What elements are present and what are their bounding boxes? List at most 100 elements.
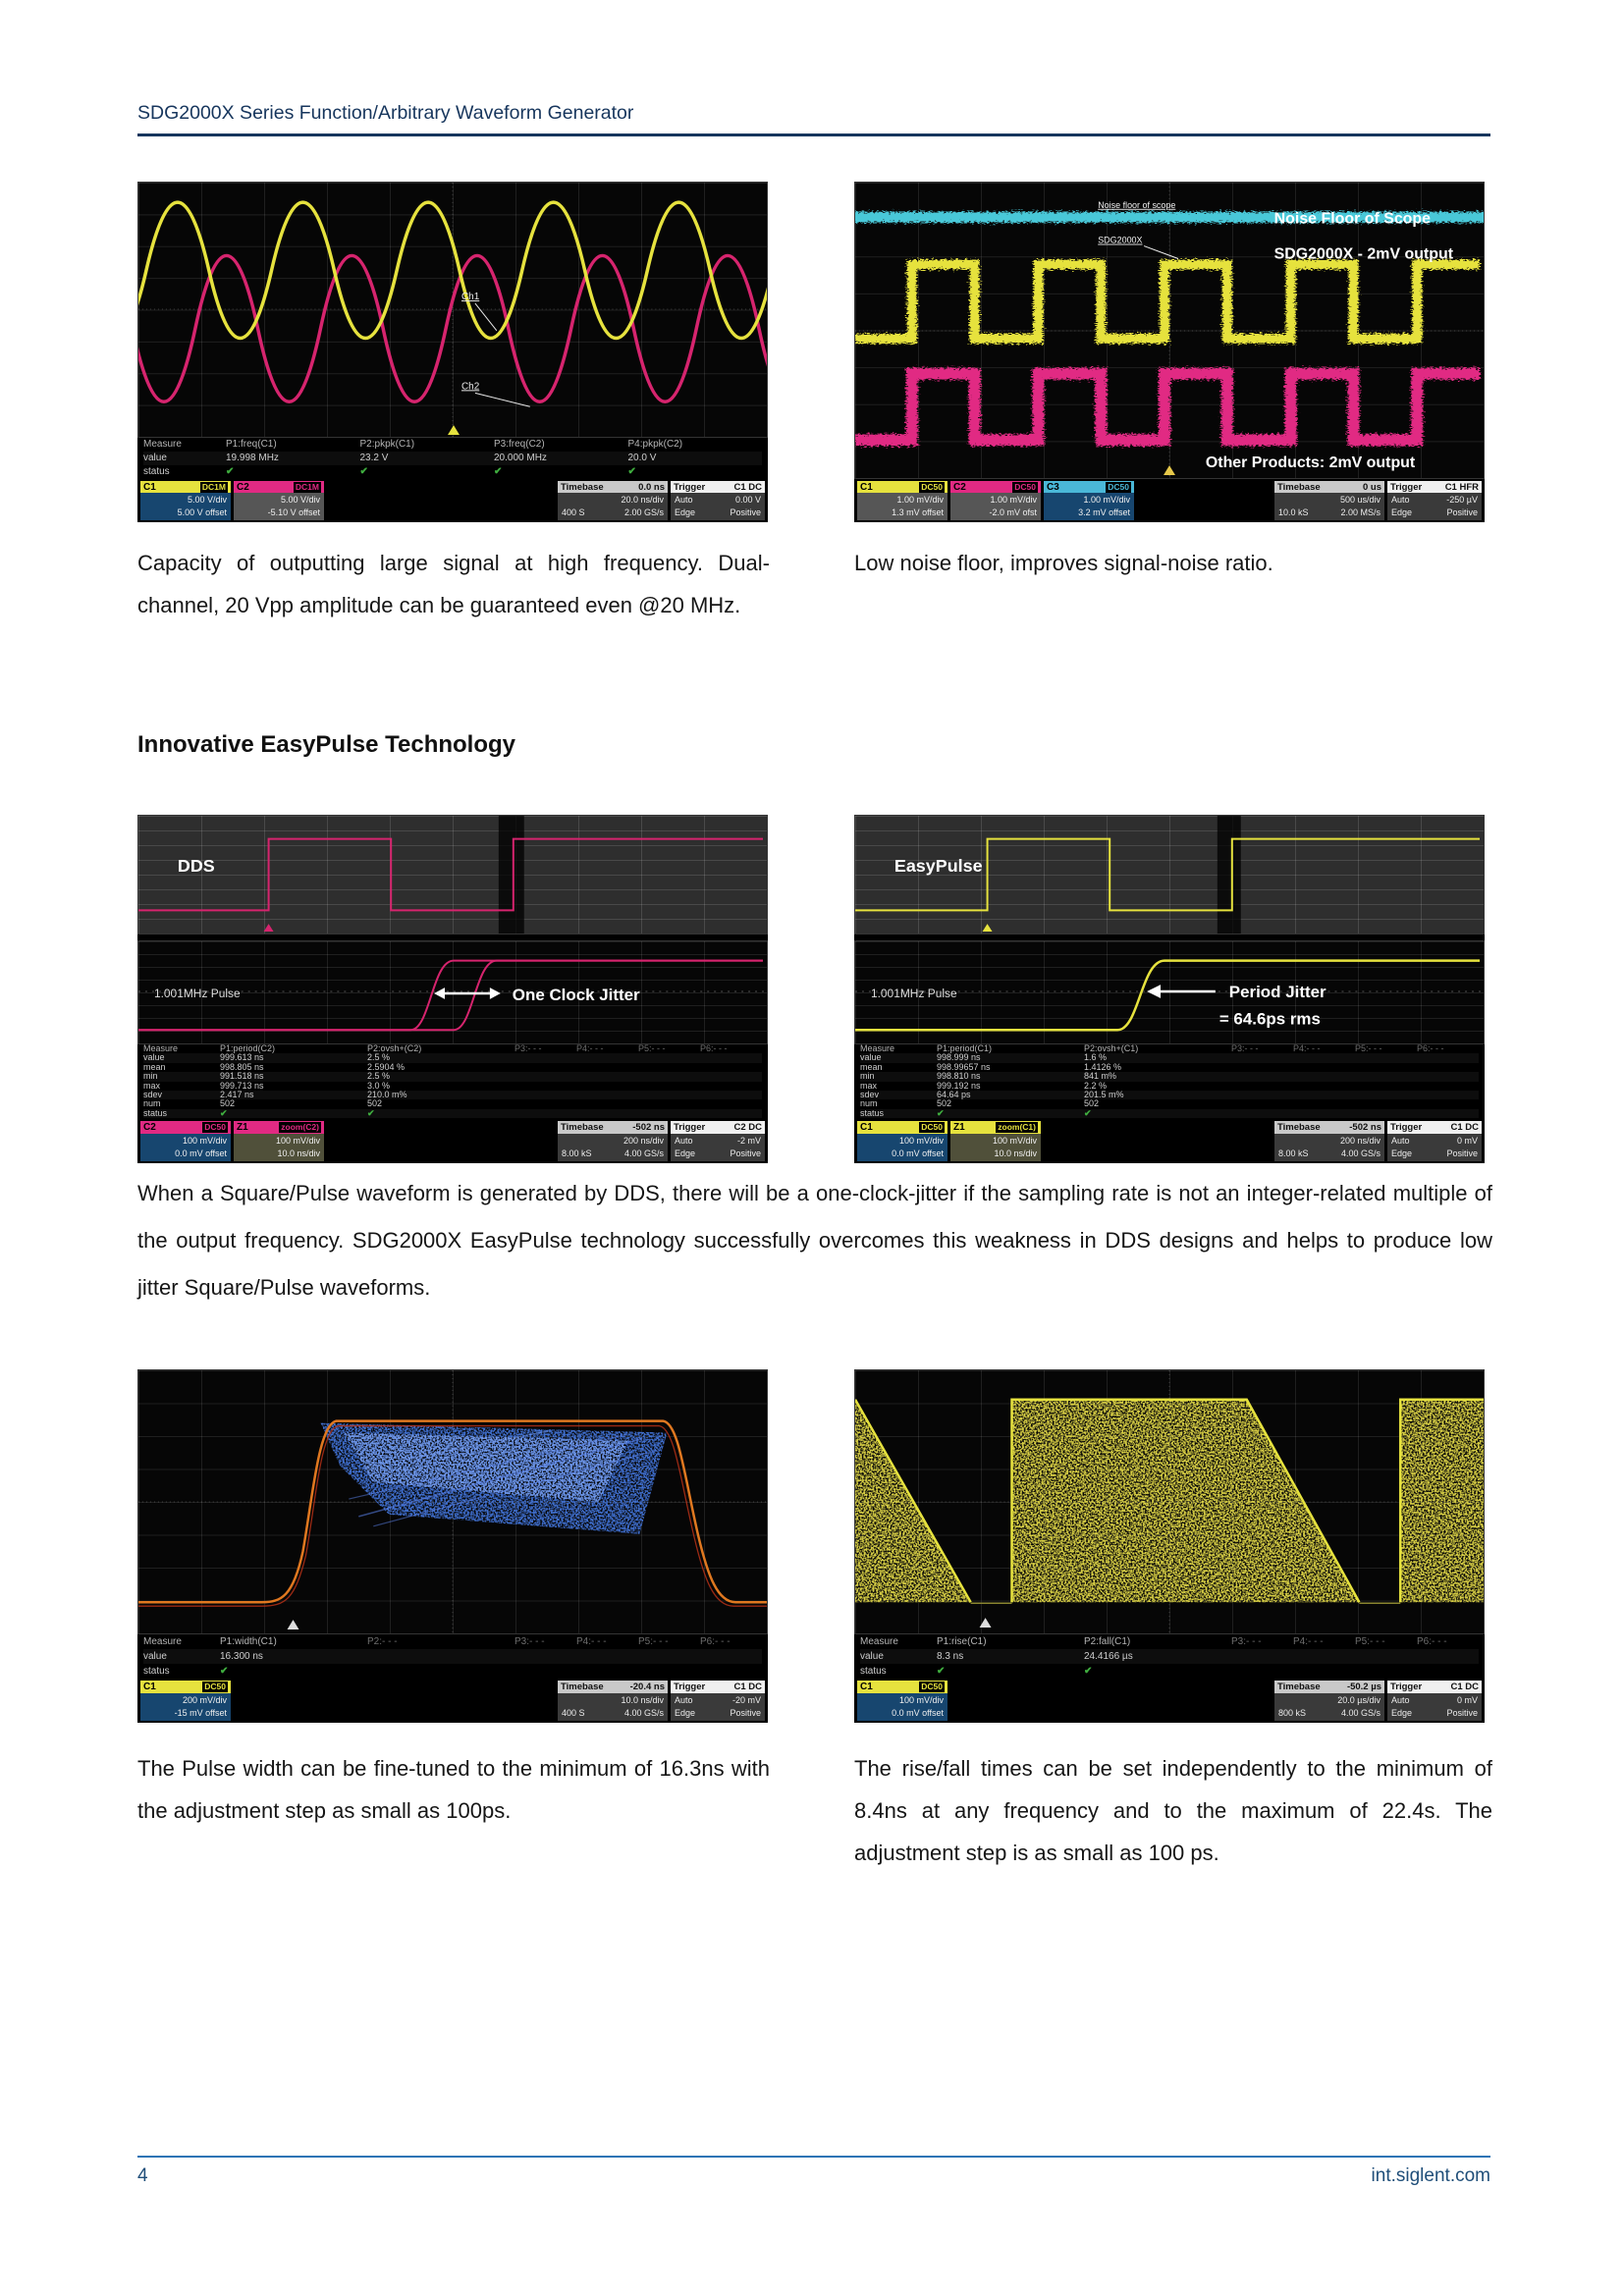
measure-cell: 502: [367, 1099, 383, 1109]
trigger-position-marker: [263, 924, 274, 933]
trace-jitter-edge-2: [138, 959, 764, 1032]
measure-cell: [576, 1649, 638, 1664]
footer-website-link[interactable]: int.siglent.com: [1371, 2165, 1490, 2186]
measure-cell: 502: [220, 1099, 236, 1109]
measure-cell: 23.2 V: [359, 453, 389, 463]
measure-cell: [638, 1649, 700, 1664]
trace-ch1-sine: [138, 200, 767, 340]
label-period-jitter-2: = 64.6ps rms: [1219, 1009, 1321, 1028]
measure-cell: [367, 1664, 514, 1679]
measure-cell: [1231, 1664, 1293, 1679]
measure-cell: [576, 1072, 638, 1081]
channel-strip: C1 DC1M 5.00 V/div 5.00 V offset C2 DC1M 5.00 …: [137, 479, 768, 522]
measure-cell: [514, 1063, 576, 1072]
measure-cell: num: [860, 1099, 878, 1109]
measure-cell: ✔: [220, 1666, 229, 1677]
measure-cell: [1293, 1053, 1355, 1062]
measure-col-header: P2:ovsh+(C2): [367, 1044, 422, 1053]
trigger-box: Trigger C2 DC Auto -2 mV Edge Positive: [671, 1121, 765, 1161]
measure-cell: 2.2 %: [1084, 1081, 1108, 1091]
trace-trapezoid-right: [1399, 1398, 1484, 1603]
measure-cell: [1231, 1072, 1293, 1081]
channel-box-c1: C1 DC50 100 mV/div 0.0 mV offset: [857, 1681, 947, 1721]
measure-cell: [1417, 1082, 1479, 1091]
measure-cell: [1355, 1109, 1417, 1118]
ramp-fill-mid: [1011, 1399, 1360, 1603]
measure-col-header: P5:- - -: [1355, 1044, 1382, 1053]
annotation-ch1: Ch1: [461, 292, 480, 302]
measure-cell: ✔: [1084, 1108, 1092, 1118]
header-rule: [137, 133, 1490, 136]
measure-cell: [700, 1664, 762, 1679]
measure-cell: 999.713 ns: [220, 1081, 264, 1091]
measure-cell: [638, 1063, 700, 1072]
measure-cell: [514, 1082, 576, 1091]
measure-cell: [638, 1664, 700, 1679]
measure-cell: [1417, 1099, 1479, 1108]
measure-cell: value: [143, 1053, 165, 1063]
scope-noise-floor-graticule: Noise floor of scope Noise Floor of Scop…: [854, 182, 1485, 479]
measure-cell: sdev: [143, 1091, 163, 1100]
measure-col-header: P3:- - -: [1231, 1636, 1262, 1647]
trigger-position-marker: [1164, 465, 1175, 476]
timebase-box: Timebase -502 ns 200 ns/div 8.00 kS 4.00 GS/…: [558, 1121, 668, 1161]
channel-box-c3: C3 DC50 1.00 mV/div 3.2 mV offset: [1044, 481, 1134, 520]
zoom-window-band: [498, 816, 524, 934]
measure-cell: sdev: [860, 1091, 880, 1100]
measure-cell: ✔: [627, 466, 636, 477]
channel-strip: C1 DC50 1.00 mV/div 1.3 mV offset C2 DC50 1.00…: [854, 479, 1485, 522]
measure-cell: [1417, 1063, 1479, 1072]
measure-col-header: P1:width(C1): [220, 1636, 277, 1647]
trace-clean-edge: [855, 959, 1481, 1032]
trace-trapezoid-mid: [1010, 1398, 1361, 1603]
measure-col-header: P3:- - -: [1231, 1044, 1259, 1053]
scope-pulse-width: Measure P1:width(C1) P2:- - - P3:- - - P4:- …: [137, 1369, 768, 1723]
header-title: SDG2000X Series Function/Arbitrary Wavef…: [137, 102, 634, 124]
measure-col-header: P2:fall(C1): [1084, 1636, 1131, 1647]
measure-cell: [1231, 1091, 1293, 1099]
measure-col-header: P2:- - -: [367, 1636, 398, 1647]
measure-cell: [1417, 1072, 1479, 1081]
caption-large-signal: Capacity of outputting large signal at h…: [137, 551, 770, 617]
trace-pulse-outline: [138, 1419, 767, 1604]
trace-fall-left: [855, 1399, 972, 1603]
measure-cell: num: [143, 1099, 161, 1109]
trigger-box: Trigger C1 DC Auto 0.00 V Edge Positive: [671, 481, 765, 520]
measure-cell: 2.5 %: [367, 1053, 391, 1063]
trigger-box: Trigger C1 HFR Auto -250 µV Edge Positive: [1387, 481, 1482, 520]
measure-cell: [1293, 1082, 1355, 1091]
trigger-position-marker: [287, 1620, 299, 1630]
channel-box-c2: C2 DC50 100 mV/div 0.0 mV offset: [140, 1121, 231, 1161]
measure-col-header: Measure: [860, 1044, 895, 1053]
measure-cell: value: [860, 1053, 882, 1063]
trace-ch2-sine: [138, 253, 767, 403]
trace-dds-square: [138, 837, 764, 912]
label-pulse-freq: 1.001MHz Pulse: [871, 987, 957, 1000]
measure-cell: 998.810 ns: [937, 1072, 981, 1082]
measure-col-header: P5:- - -: [638, 1636, 669, 1647]
timebase-box: Timebase -20.4 ns 10.0 ns/div 400 S 4.00 GS/…: [558, 1681, 668, 1721]
measure-cell: [1355, 1063, 1417, 1072]
measure-cell: [514, 1664, 576, 1679]
measure-cell: ✔: [494, 466, 503, 477]
measure-cell: ✔: [359, 466, 368, 477]
label-easypulse: EasyPulse: [894, 856, 983, 876]
measure-cell: [1231, 1063, 1293, 1072]
measure-cell: 210.0 m%: [367, 1091, 407, 1100]
measure-cell: 1.6 %: [1084, 1053, 1108, 1063]
label-sdg2000x-output: SDG2000X - 2mV output: [1274, 246, 1454, 263]
channel-strip: C1 DC50 100 mV/div 0.0 mV offset Timebase -50…: [854, 1679, 1485, 1723]
measure-col-header: P4:- - -: [576, 1636, 607, 1647]
measure-cell: [1355, 1082, 1417, 1091]
jitter-arrow-left: [434, 988, 446, 999]
measure-col-header: P5:- - -: [1355, 1636, 1385, 1647]
measure-table: Measure P1:period(C1) P2:ovsh+(C1) P3:- - -…: [854, 1044, 1485, 1119]
measure-cell: 502: [1084, 1099, 1100, 1109]
scope-large-signal-graticule: Ch1 Ch2: [137, 182, 768, 438]
trigger-position-marker: [982, 924, 993, 933]
footer-rule: [137, 2156, 1490, 2158]
measure-cell: [700, 1109, 762, 1118]
paragraph-easypulse: When a Square/Pulse waveform is generate…: [137, 1181, 1492, 1300]
measure-col-header: P6:- - -: [700, 1044, 728, 1053]
